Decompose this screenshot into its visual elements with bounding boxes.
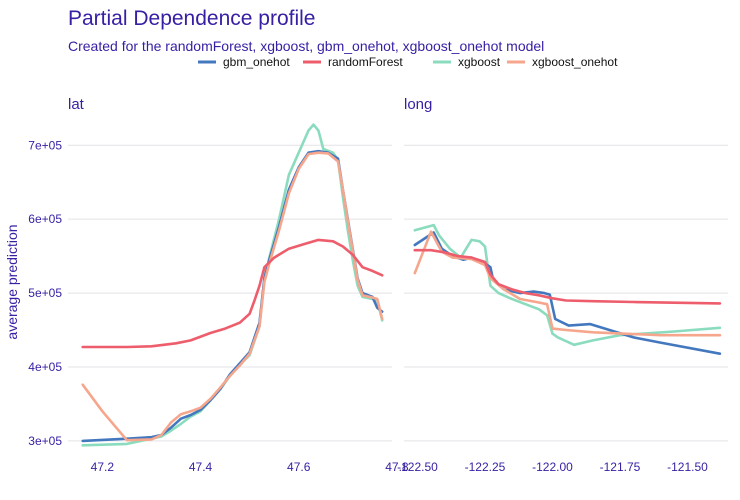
x-tick-label: -121.50 <box>667 460 708 474</box>
series-line-long-randomForest <box>413 248 722 305</box>
y-tick-label: 3e+05 <box>28 434 62 448</box>
series-line-lat-xgboost <box>81 123 384 447</box>
chart-title: Partial Dependence profile <box>68 7 316 30</box>
series-line-lat-gbm_onehot <box>81 149 384 443</box>
y-tick-label: 6e+05 <box>28 212 62 226</box>
legend-label-xgboost_onehot: xgboost_onehot <box>532 55 618 69</box>
x-tick-label: -121.75 <box>600 460 641 474</box>
legend-item-gbm_onehot: gbm_onehot <box>198 55 290 69</box>
y-tick-label: 7e+05 <box>28 138 62 152</box>
x-tick-label: -122.25 <box>465 460 506 474</box>
y-tick-label: 5e+05 <box>28 286 62 300</box>
series-line-lat-randomForest <box>81 238 384 349</box>
x-tick-label: 47.6 <box>287 460 311 474</box>
legend-label-xgboost: xgboost <box>458 55 501 69</box>
chart-subtitle: Created for the randomForest, xgboost, g… <box>68 38 544 54</box>
x-tick-label: 47.4 <box>189 460 213 474</box>
x-tick-label: -122.50 <box>397 460 438 474</box>
panel-label-long: long <box>404 96 432 113</box>
legend: gbm_onehot randomForest xgboost xgboost_one… <box>198 55 618 69</box>
panel-label-lat: lat <box>68 96 85 113</box>
legend-item-xgboost_onehot: xgboost_onehot <box>507 55 618 69</box>
legend-label-randomForest: randomForest <box>328 55 403 69</box>
panel-long: long -122.50 -122.25 -122.00 -121.75 -121.50 <box>397 96 728 474</box>
x-tick-label: 47.2 <box>91 460 115 474</box>
series-line-long-xgboost <box>413 223 722 347</box>
y-axis-label: average prediction <box>4 224 20 339</box>
x-tick-label: 47.8 <box>385 460 409 474</box>
legend-label-gbm_onehot: gbm_onehot <box>223 55 290 69</box>
series-line-lat-xgboost_onehot <box>81 151 384 442</box>
legend-item-randomForest: randomForest <box>303 55 403 69</box>
legend-item-xgboost: xgboost <box>433 55 501 69</box>
y-tick-label: 4e+05 <box>28 360 62 374</box>
panel-lat: lat 3e+05 4e+05 5e+05 6e+05 7e+05 47.2 47.4 47.6… <box>28 96 409 474</box>
chart-panels: lat 3e+05 4e+05 5e+05 6e+05 7e+05 47.2 47.4 47.6… <box>28 96 728 474</box>
x-tick-label: -122.00 <box>532 460 573 474</box>
series-line-long-xgboost_onehot <box>413 230 722 337</box>
